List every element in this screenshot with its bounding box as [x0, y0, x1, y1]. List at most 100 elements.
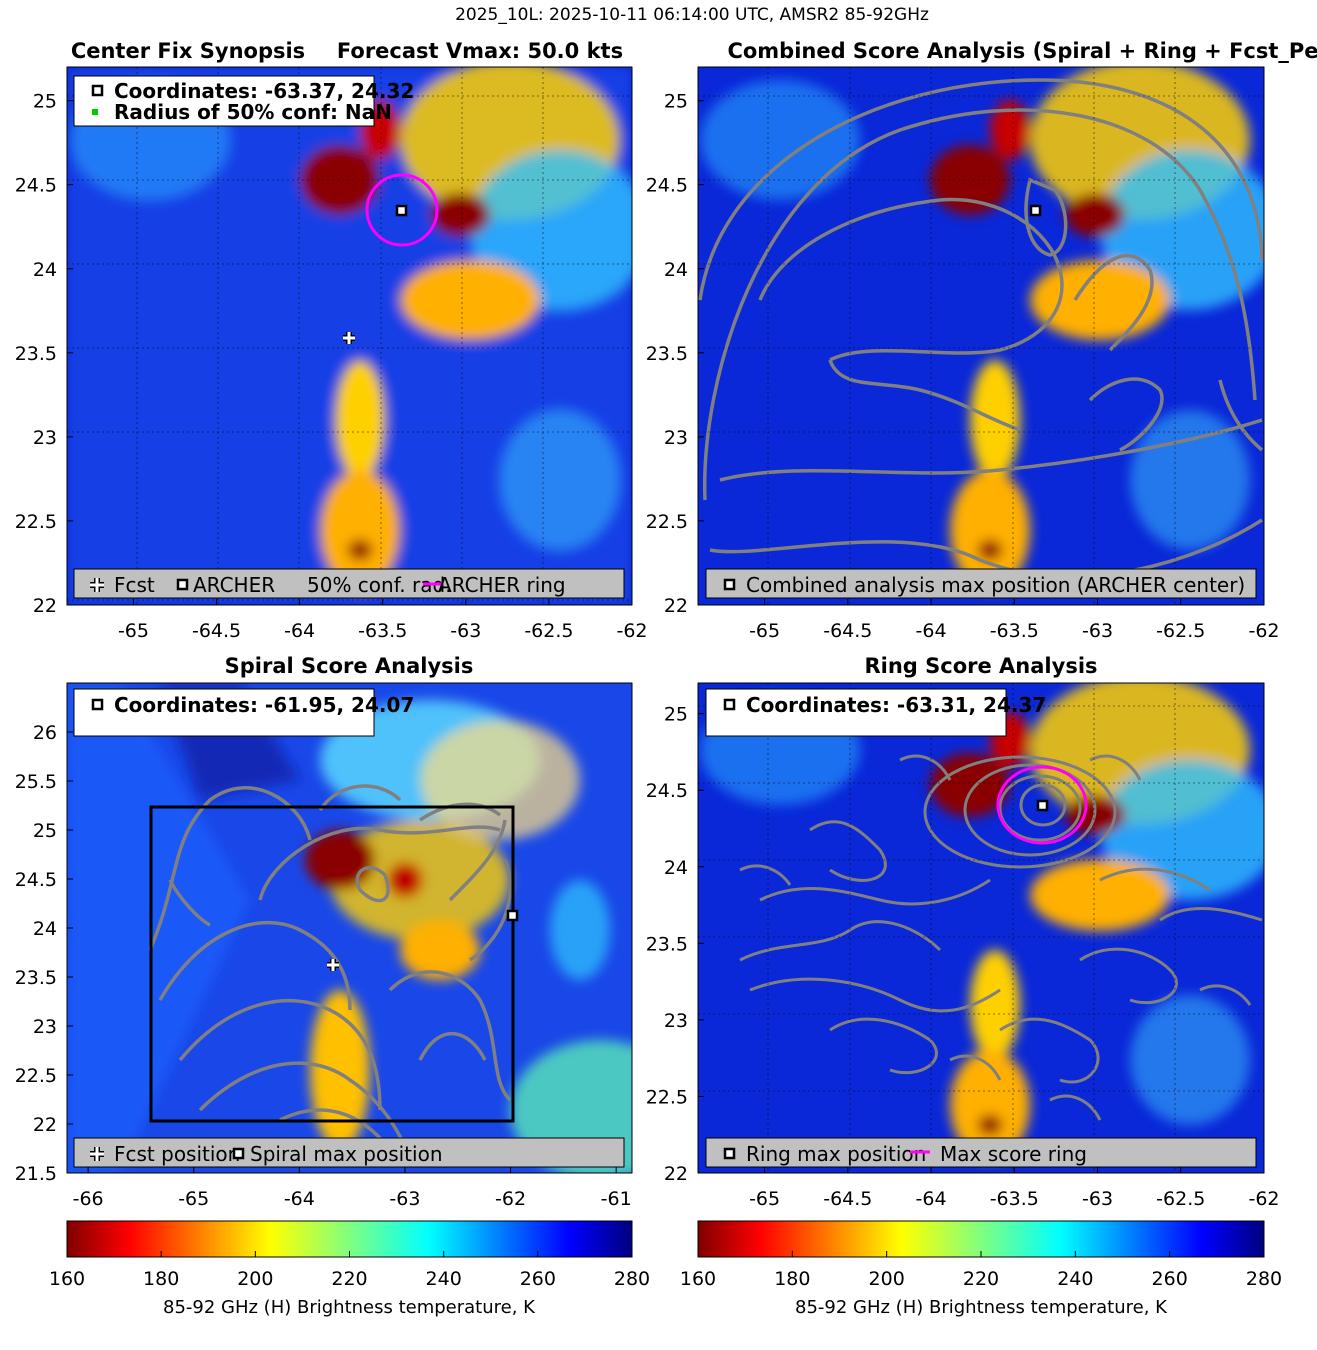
- x-tick-label: -63: [1082, 1188, 1113, 1210]
- y-tick-label: 23.5: [646, 933, 688, 955]
- x-tick-label: -65: [118, 620, 149, 642]
- combined-axes-frame: [697, 66, 1265, 606]
- x-tick-label: -65: [749, 1188, 780, 1210]
- ring-axis-ticks: -65 -64.5 -64 -63.5 -63 -62.5 -62 22 22.5 23 23.5 2…: [646, 704, 1280, 1210]
- spiral-search-box: [149, 805, 515, 1123]
- ring-max-marker: [1036, 799, 1049, 812]
- colorbar-tick-label: 240: [426, 1268, 462, 1290]
- y-tick-label: 24: [33, 918, 57, 940]
- colorbar-tick-label: 240: [1057, 1268, 1093, 1290]
- combined-contours: [698, 78, 1264, 579]
- y-tick-label: 21.5: [15, 1163, 57, 1185]
- y-tick-label: 24.5: [646, 780, 688, 802]
- y-tick-label: 25: [664, 91, 688, 113]
- colorbar-tick-label: 280: [614, 1268, 650, 1290]
- colorbar-tick-label: 180: [774, 1268, 810, 1290]
- spiral-coordinates: Coordinates: -61.95, 24.07: [114, 693, 414, 717]
- colorbar-tick-label: 260: [520, 1268, 556, 1290]
- panel-synopsis-title-right: Forecast Vmax: 50.0 kts: [337, 39, 623, 63]
- y-tick-label: 22: [33, 1114, 57, 1136]
- panel-combined: Combined Score Analysis (Spiral + Ring +…: [646, 39, 1317, 642]
- ring-heatmap: [698, 683, 1264, 1173]
- x-tick-label: -61: [601, 1188, 632, 1210]
- x-tick-label: -62: [1248, 1188, 1279, 1210]
- synopsis-heatmap: [67, 67, 632, 605]
- y-tick-label: 23.5: [646, 343, 688, 365]
- colorbar-tick-label: 220: [963, 1268, 999, 1290]
- y-tick-label: 22.5: [646, 1086, 688, 1108]
- synopsis-conf-dot: [92, 109, 98, 115]
- x-tick-label: -63: [1082, 620, 1113, 642]
- y-tick-label: 22.5: [15, 511, 57, 533]
- colorbar-right-ticks: 160 180 200 220 240 260 280: [680, 1251, 1282, 1290]
- x-tick-label: -63: [450, 620, 481, 642]
- spiral-legend-max: Spiral max position: [250, 1142, 443, 1166]
- colorbar-tick-label: 280: [1246, 1268, 1282, 1290]
- colorbar-tick-label: 200: [869, 1268, 905, 1290]
- x-tick-label: -64.5: [823, 1188, 872, 1210]
- x-tick-label: -63.5: [990, 1188, 1039, 1210]
- y-tick-label: 23: [664, 1010, 688, 1032]
- combined-heatmap: [698, 67, 1264, 605]
- ring-axes-frame: [697, 682, 1265, 1174]
- y-tick-label: 24.5: [15, 175, 57, 197]
- combined-legend: Combined analysis max position (ARCHER c…: [705, 568, 1257, 599]
- y-tick-label: 23.5: [15, 343, 57, 365]
- synopsis-axes-frame: [66, 66, 633, 606]
- y-tick-label: 24: [664, 259, 688, 281]
- ring-contours: [739, 754, 1263, 1121]
- panel-spiral-title: Spiral Score Analysis: [225, 654, 474, 678]
- ring-legend: Ring max position Max score ring: [705, 1137, 1257, 1168]
- y-tick-label: 23: [33, 1016, 57, 1038]
- ring-max-score-ring: [996, 765, 1088, 845]
- y-tick-label: 22: [33, 595, 57, 617]
- spiral-heatmap: [67, 683, 632, 1173]
- spiral-axis-ticks: -66 -65 -64 -63 -62 -61 21.5 22 22.5 23 23.5 24 24.5…: [15, 722, 632, 1210]
- x-tick-label: -64: [916, 620, 947, 642]
- ring-grid: [698, 683, 1264, 1173]
- colorbar-tick-label: 180: [143, 1268, 179, 1290]
- panel-synopsis: Center Fix Synopsis Forecast Vmax: 50.0 …: [15, 39, 648, 642]
- spiral-max-marker: [506, 909, 519, 922]
- colorbar-left-ticks: 160 180 200 220 240 260 280: [49, 1251, 650, 1290]
- y-tick-label: 22.5: [646, 511, 688, 533]
- y-tick-label: 24: [33, 259, 57, 281]
- x-tick-label: -65: [178, 1188, 209, 1210]
- panel-ring-title: Ring Score Analysis: [864, 654, 1097, 678]
- colorbar-tick-label: 160: [49, 1268, 85, 1290]
- x-tick-label: -62: [616, 620, 647, 642]
- x-tick-label: -63.5: [990, 620, 1039, 642]
- x-tick-label: -64.5: [192, 620, 241, 642]
- colorbar-left-label: 85-92 GHz (H) Brightness temperature, K: [163, 1297, 536, 1318]
- synopsis-legend-archer: ARCHER: [193, 573, 275, 597]
- y-tick-label: 25: [33, 91, 57, 113]
- colorbar-tick-label: 160: [680, 1268, 716, 1290]
- synopsis-legend-fcst: Fcst: [114, 573, 155, 597]
- x-tick-label: -64: [284, 1188, 315, 1210]
- synopsis-archer-ring: [365, 173, 439, 247]
- ring-legend-max: Ring max position: [746, 1142, 926, 1166]
- x-tick-label: -66: [73, 1188, 104, 1210]
- colorbar-left: 160 180 200 220 240 260 280 85-92 GHz (H) Brig…: [49, 1220, 650, 1318]
- synopsis-archer-marker: [395, 204, 408, 217]
- x-tick-label: -63.5: [358, 620, 407, 642]
- x-tick-label: -64: [284, 620, 315, 642]
- y-tick-label: 22: [664, 1163, 688, 1185]
- colorbar-tick-label: 200: [237, 1268, 273, 1290]
- x-tick-label: -62: [495, 1188, 526, 1210]
- y-tick-label: 25: [664, 704, 688, 726]
- x-tick-label: -64.5: [823, 620, 872, 642]
- panel-combined-title: Combined Score Analysis (Spiral + Ring +…: [727, 39, 1317, 63]
- spiral-contours: [148, 784, 512, 1161]
- synopsis-legend-ring: ARCHER ring: [438, 573, 566, 597]
- x-tick-label: -65: [749, 620, 780, 642]
- synopsis-fcst-marker: [343, 332, 355, 344]
- x-tick-label: -62.5: [1156, 620, 1205, 642]
- panel-synopsis-title-left: Center Fix Synopsis: [71, 39, 305, 63]
- y-tick-label: 23.5: [15, 967, 57, 989]
- combined-max-marker: [1029, 204, 1042, 217]
- synopsis-radius-conf: Radius of 50% conf: NaN: [114, 100, 392, 124]
- x-tick-label: -62: [1248, 620, 1279, 642]
- panel-ring: Ring Score Analysis: [646, 654, 1280, 1210]
